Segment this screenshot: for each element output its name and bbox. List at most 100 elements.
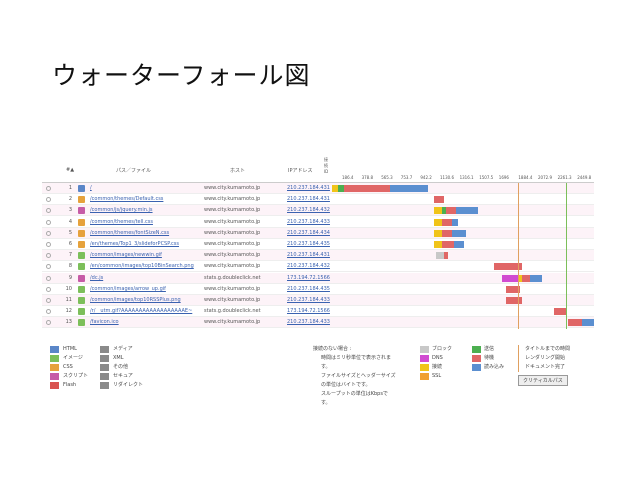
table-row[interactable]: 1 / www.city.kumamoto.jp 210.237.184.431 bbox=[42, 183, 594, 194]
legend-item: DNS bbox=[420, 354, 452, 363]
table-row[interactable]: 9/dc.js stats.g.doubleclick.net 173.194.72… bbox=[42, 272, 594, 284]
row-file-link[interactable]: /en/common/images/top10BinSearch.png bbox=[90, 263, 194, 270]
legend-item: 待機 bbox=[472, 354, 504, 363]
note-line: す。 bbox=[321, 364, 331, 370]
waterfall-bar-segment bbox=[390, 185, 428, 192]
table-row[interactable]: 10/common/images/arrow_up.gif www.city.ku… bbox=[42, 284, 594, 295]
row-file-link[interactable]: /common/images/top10RSSPlus.png bbox=[90, 297, 181, 303]
row-ip-link[interactable]: 210.237.184.431 bbox=[287, 185, 330, 191]
row-file-link[interactable]: /common/images/arrow_up.gif bbox=[90, 285, 166, 292]
row-select-radio[interactable] bbox=[46, 242, 51, 247]
row-select-radio[interactable] bbox=[46, 253, 51, 259]
file-type-icon bbox=[78, 185, 85, 192]
row-number: 12 bbox=[65, 308, 72, 315]
table-row[interactable]: 7/common/images/newwin.gif www.city.kumam… bbox=[42, 250, 594, 262]
slide-title: ウォーターフォール図 bbox=[52, 61, 311, 90]
file-type-icon bbox=[78, 308, 85, 316]
waterfall-tick-label: 2072.9 bbox=[538, 175, 552, 180]
table-row[interactable]: 8/en/common/images/top10BinSearch.png www… bbox=[42, 261, 594, 273]
row-ip-link[interactable]: 210.237.184.432 bbox=[287, 263, 330, 270]
waterfall-bar-segment bbox=[436, 252, 444, 260]
file-type-icon bbox=[78, 297, 85, 304]
legend-swatch bbox=[100, 373, 109, 380]
row-ip-link[interactable]: 210.237.184.433 bbox=[287, 218, 330, 225]
row-number: 7 bbox=[68, 252, 72, 259]
row-number: 11 bbox=[65, 297, 72, 303]
legend-label: XML bbox=[113, 355, 124, 361]
row-file-link[interactable]: /r/__utm.gif?AAAAAAAAAAAAAAAAAAE~ bbox=[90, 308, 193, 315]
row-select-radio[interactable] bbox=[46, 275, 51, 281]
row-ip-link[interactable]: 210.237.184.435 bbox=[287, 285, 330, 292]
row-file-link[interactable]: /common/themes/tell.css bbox=[90, 218, 153, 225]
legend-swatch bbox=[100, 364, 109, 371]
row-host: www.city.kumamoto.jp bbox=[204, 196, 261, 203]
critical-path-button[interactable]: クリティカルパス bbox=[518, 375, 568, 386]
table-row[interactable]: 3/common/js/jquery.min.js www.city.kumamo… bbox=[42, 205, 594, 217]
legend-item: 送信 bbox=[472, 345, 504, 354]
table-row[interactable]: 4/common/themes/tell.css www.city.kumamot… bbox=[42, 217, 594, 228]
row-select-radio[interactable] bbox=[46, 286, 51, 292]
waterfall-bar-segment bbox=[452, 218, 458, 226]
waterfall-tick-label: 565.3 bbox=[381, 175, 393, 180]
row-host: www.city.kumamoto.jp bbox=[204, 252, 261, 259]
table-row[interactable]: 2/common/themes/Default.css www.city.kuma… bbox=[42, 194, 594, 206]
legend-swatch bbox=[472, 346, 481, 353]
row-file-link[interactable]: /common/themes/fontSizeN.css bbox=[90, 229, 170, 236]
row-file-link[interactable]: /favicon.ico bbox=[90, 319, 119, 326]
waterfall-tick-label: 1316.1 bbox=[459, 175, 474, 180]
row-ip-link[interactable]: 210.237.184.432 bbox=[287, 207, 330, 214]
row-select-radio[interactable] bbox=[46, 186, 51, 191]
row-ip-link[interactable]: 210.237.184.433 bbox=[287, 297, 330, 303]
legend-label: 読み込み bbox=[484, 364, 505, 370]
row-ip-link[interactable]: 210.237.184.435 bbox=[287, 241, 330, 247]
legend-label: 待機 bbox=[484, 355, 495, 361]
row-number: 2 bbox=[68, 196, 72, 203]
waterfall-bar-segment bbox=[530, 274, 542, 282]
row-ip-link[interactable]: 210.237.184.433 bbox=[287, 319, 330, 326]
note-line: ファイルサイズとヘッダーサイズ bbox=[321, 373, 396, 379]
legend-item: その他 bbox=[100, 363, 143, 372]
waterfall-bar-segment bbox=[456, 207, 478, 215]
row-ip-link[interactable]: 210.237.184.431 bbox=[287, 196, 330, 203]
header-path[interactable]: パス／ファイル bbox=[116, 168, 152, 174]
row-select-radio[interactable] bbox=[46, 208, 51, 214]
row-file-link[interactable]: /en/themes/Top1_3/slideforPCSP.css bbox=[90, 241, 180, 247]
header-conn-id[interactable]: 接 続 ID bbox=[324, 157, 329, 174]
row-number: 13 bbox=[65, 319, 72, 326]
row-ip-link[interactable]: 210.237.184.434 bbox=[287, 229, 330, 236]
row-select-radio[interactable] bbox=[46, 230, 51, 236]
waterfall-tick-label: 1884.4 bbox=[518, 175, 533, 180]
row-host: www.city.kumamoto.jp bbox=[204, 207, 261, 214]
row-ip-link[interactable]: 173.194.72.1566 bbox=[287, 308, 330, 315]
row-file-link[interactable]: /common/js/jquery.min.js bbox=[90, 207, 153, 214]
table-row[interactable]: 12/r/__utm.gif?AAAAAAAAAAAAAAAAAAE~ stats… bbox=[42, 306, 594, 318]
waterfall-bar-segment bbox=[442, 218, 452, 226]
row-select-radio[interactable] bbox=[46, 264, 51, 270]
row-file-link[interactable]: /dc.js bbox=[90, 274, 104, 281]
waterfall-bar-segment bbox=[446, 207, 456, 215]
table-row[interactable]: 13/favicon.ico www.city.kumamoto.jp 210.23… bbox=[42, 317, 594, 329]
table-row[interactable]: 6/en/themes/Top1_3/slideforPCSP.css www.c… bbox=[42, 239, 594, 250]
row-select-radio[interactable] bbox=[46, 219, 51, 225]
file-type-icon bbox=[78, 207, 85, 215]
row-file-link[interactable]: /common/images/newwin.gif bbox=[90, 252, 162, 259]
row-host: www.city.kumamoto.jp bbox=[204, 263, 261, 270]
row-select-radio[interactable] bbox=[46, 298, 51, 303]
legend-timing-3: タイトルまでの時間 レンダリング開始 ドキュメント完了 クリティカルパス bbox=[518, 345, 570, 386]
waterfall-bar-segment bbox=[506, 297, 522, 304]
row-file-link[interactable]: / bbox=[90, 185, 92, 191]
header-ip[interactable]: IPアドレス bbox=[288, 168, 313, 174]
table-row[interactable]: 11/common/images/top10RSSPlus.png www.cit… bbox=[42, 295, 594, 306]
header-index[interactable]: #▲ bbox=[66, 167, 75, 173]
header-host[interactable]: ホスト bbox=[230, 168, 246, 174]
legend-swatch bbox=[50, 346, 59, 353]
row-select-radio[interactable] bbox=[46, 320, 51, 326]
legend-marker-item: レンダリング開始 bbox=[518, 354, 570, 363]
row-file-link[interactable]: /common/themes/Default.css bbox=[90, 196, 164, 203]
row-ip-link[interactable]: 210.237.184.431 bbox=[287, 252, 330, 259]
row-select-radio[interactable] bbox=[46, 309, 51, 315]
row-ip-link[interactable]: 173.194.72.1566 bbox=[287, 274, 330, 281]
table-row[interactable]: 5/common/themes/fontSizeN.css www.city.ku… bbox=[42, 227, 594, 239]
legend-swatch bbox=[472, 355, 481, 362]
row-select-radio[interactable] bbox=[46, 197, 51, 203]
